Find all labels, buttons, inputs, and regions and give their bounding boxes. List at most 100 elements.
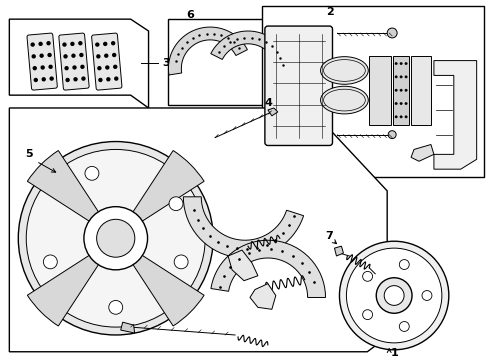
- Circle shape: [42, 78, 45, 81]
- Circle shape: [399, 116, 402, 118]
- Circle shape: [39, 42, 42, 45]
- Circle shape: [399, 260, 408, 269]
- Circle shape: [404, 62, 407, 65]
- Circle shape: [384, 285, 403, 305]
- Ellipse shape: [320, 86, 367, 114]
- Circle shape: [404, 102, 407, 105]
- Circle shape: [99, 78, 102, 81]
- Circle shape: [362, 310, 372, 320]
- Circle shape: [174, 255, 188, 269]
- Circle shape: [108, 301, 122, 314]
- Circle shape: [404, 116, 407, 118]
- Circle shape: [64, 55, 67, 58]
- Circle shape: [84, 207, 147, 270]
- Polygon shape: [410, 144, 433, 161]
- Circle shape: [112, 54, 116, 57]
- Circle shape: [98, 67, 101, 70]
- Circle shape: [85, 166, 99, 180]
- Polygon shape: [210, 31, 289, 79]
- Circle shape: [41, 66, 44, 69]
- Circle shape: [386, 28, 396, 38]
- Polygon shape: [168, 27, 247, 75]
- Wedge shape: [27, 150, 116, 238]
- Circle shape: [103, 42, 106, 45]
- Circle shape: [387, 131, 395, 139]
- Circle shape: [74, 78, 77, 81]
- Text: 4: 4: [264, 98, 272, 108]
- Circle shape: [404, 76, 407, 78]
- Wedge shape: [116, 150, 203, 238]
- Circle shape: [40, 54, 43, 57]
- Circle shape: [73, 66, 76, 69]
- FancyBboxPatch shape: [59, 33, 89, 90]
- Polygon shape: [168, 19, 294, 105]
- Polygon shape: [368, 56, 390, 125]
- Circle shape: [107, 78, 110, 81]
- FancyBboxPatch shape: [91, 33, 122, 90]
- Polygon shape: [262, 6, 483, 177]
- Circle shape: [71, 42, 74, 45]
- Circle shape: [394, 102, 397, 105]
- Circle shape: [18, 141, 213, 335]
- Ellipse shape: [320, 57, 367, 84]
- Circle shape: [65, 67, 68, 70]
- Polygon shape: [334, 246, 343, 256]
- Circle shape: [375, 278, 411, 313]
- Polygon shape: [183, 197, 303, 258]
- Circle shape: [97, 219, 135, 257]
- Circle shape: [26, 149, 205, 327]
- Circle shape: [72, 54, 75, 57]
- Polygon shape: [392, 56, 408, 125]
- Circle shape: [66, 78, 69, 81]
- Circle shape: [404, 89, 407, 91]
- Circle shape: [34, 78, 37, 81]
- FancyBboxPatch shape: [264, 26, 332, 145]
- Text: 3: 3: [162, 58, 170, 68]
- Polygon shape: [227, 250, 257, 281]
- Circle shape: [421, 291, 431, 301]
- Circle shape: [362, 271, 372, 281]
- Circle shape: [114, 65, 117, 68]
- Polygon shape: [9, 108, 386, 352]
- Circle shape: [81, 65, 84, 68]
- Polygon shape: [9, 19, 148, 108]
- Circle shape: [399, 102, 402, 105]
- Text: 5: 5: [25, 149, 33, 159]
- Polygon shape: [433, 60, 476, 169]
- Circle shape: [79, 42, 81, 45]
- Circle shape: [96, 43, 99, 46]
- Circle shape: [394, 89, 397, 91]
- FancyBboxPatch shape: [27, 33, 57, 90]
- Text: 6: 6: [186, 10, 194, 20]
- Text: 2: 2: [325, 7, 333, 17]
- Circle shape: [399, 321, 408, 332]
- Circle shape: [47, 42, 50, 45]
- Circle shape: [50, 77, 53, 80]
- Circle shape: [49, 65, 52, 68]
- Circle shape: [115, 77, 118, 80]
- Polygon shape: [249, 284, 275, 309]
- Circle shape: [31, 43, 34, 46]
- Circle shape: [399, 76, 402, 78]
- Wedge shape: [116, 238, 203, 326]
- Circle shape: [80, 54, 82, 57]
- Polygon shape: [121, 322, 134, 333]
- Circle shape: [32, 55, 35, 58]
- Circle shape: [169, 197, 183, 211]
- Circle shape: [394, 76, 397, 78]
- Circle shape: [111, 42, 114, 45]
- Circle shape: [394, 116, 397, 118]
- Circle shape: [346, 248, 441, 343]
- Text: 7: 7: [325, 231, 333, 241]
- Circle shape: [48, 54, 51, 57]
- Circle shape: [399, 62, 402, 65]
- Text: 1: 1: [389, 348, 397, 358]
- Circle shape: [339, 241, 448, 350]
- Polygon shape: [410, 56, 430, 125]
- Circle shape: [82, 77, 85, 80]
- Wedge shape: [27, 238, 116, 326]
- Circle shape: [63, 43, 66, 46]
- Circle shape: [394, 62, 397, 65]
- Circle shape: [97, 55, 100, 58]
- Polygon shape: [210, 240, 325, 297]
